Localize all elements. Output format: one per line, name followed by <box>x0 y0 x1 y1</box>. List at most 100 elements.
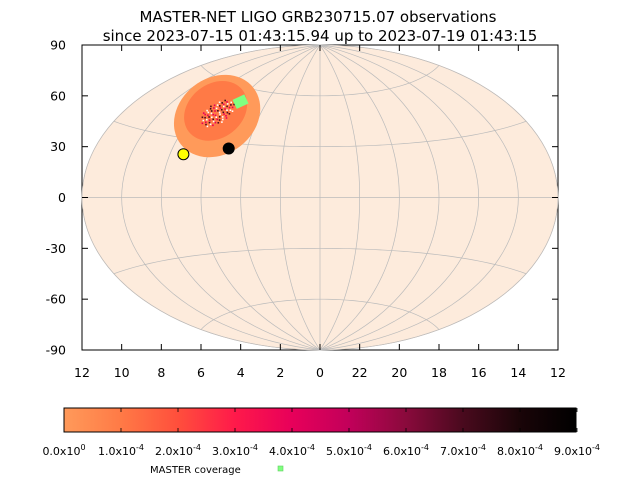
y-tick-label: 90 <box>50 38 66 53</box>
region-core-pixel <box>210 110 213 112</box>
x-tick-label: 18 <box>431 365 447 380</box>
region-core-pixel <box>214 114 217 117</box>
region-core-pixel <box>216 118 218 121</box>
region-core-pixel <box>213 104 216 107</box>
y-tick-label: 0 <box>58 190 66 205</box>
region-core-pixel <box>210 112 213 115</box>
region-core-pixel <box>221 121 223 123</box>
x-tick-label: 16 <box>471 365 487 380</box>
legend-label: MASTER coverage <box>150 465 241 476</box>
x-tick-label: 2 <box>276 365 284 380</box>
legend-swatch <box>277 465 284 472</box>
meridian-line <box>319 44 480 351</box>
region-core-pixel <box>204 113 206 116</box>
colorbar-tick-label: 1.0x10-4 <box>98 443 144 458</box>
region-core-pixel <box>204 116 206 119</box>
region-core-pixel <box>212 124 214 127</box>
region-core-pixel <box>226 109 228 111</box>
probability-region <box>173 74 261 158</box>
region-core-pixel <box>212 113 214 116</box>
colorbar-tick-label: 7.0x10-4 <box>440 443 486 458</box>
black-marker <box>222 142 235 155</box>
y-tick-label: 30 <box>50 139 66 154</box>
region-core-pixel <box>209 108 212 110</box>
region-core-pixel <box>206 118 208 121</box>
region-core-pixel <box>219 107 222 109</box>
meridian-line <box>121 44 321 351</box>
region-core-pixel <box>226 103 229 105</box>
region-core-pixel <box>226 111 229 114</box>
region-core-pixel <box>216 104 219 106</box>
region-core-pixel <box>230 101 232 104</box>
region-core-pixel <box>223 113 225 115</box>
region-core-pixel <box>215 107 218 110</box>
marker-layer <box>177 142 235 161</box>
region-core-pixel <box>208 121 211 124</box>
region-core-pixel <box>207 114 209 117</box>
region-core-pixel <box>229 109 232 111</box>
region-core-pixel <box>208 119 211 121</box>
meridian-line <box>240 44 321 351</box>
region-core-pixel <box>233 103 235 106</box>
x-tick-label: 22 <box>352 365 368 380</box>
region-core-pixel <box>218 111 221 114</box>
region-core-pixel <box>205 123 207 126</box>
region-core-pixel <box>206 109 208 112</box>
x-axis-ticks: 12 10 8 6 4 2 0 22 20 18 16 14 12 <box>74 45 566 380</box>
colorbar-tick-labels: 0.0x100 1.0x10-4 2.0x10-4 3.0x10-4 4.0x10-4 5… <box>42 443 600 458</box>
colorbar-tick-label: 9.0x10-4 <box>554 443 600 458</box>
colorbar-gradient <box>63 407 577 433</box>
region-core-pixel <box>221 116 224 118</box>
region-core-pixel <box>224 108 226 110</box>
x-tick-label: 4 <box>237 365 245 380</box>
x-tick-label: 20 <box>391 365 407 380</box>
meridian-line <box>279 44 321 351</box>
region-core-pixel <box>212 118 214 121</box>
region-core-pixel <box>228 113 231 115</box>
region-core-pixel <box>215 116 218 118</box>
region-core-pixel <box>228 106 231 109</box>
region-core-pixel <box>205 121 207 124</box>
region-core-pixel <box>230 104 232 106</box>
x-tick-label: 12 <box>550 365 566 380</box>
region-core-pixel <box>207 111 210 114</box>
region-core-pixel <box>202 112 205 114</box>
x-tick-label: 8 <box>157 365 165 380</box>
region-core-pixel <box>217 110 219 112</box>
region-core-pixel <box>214 121 217 124</box>
region-core-pixel <box>208 116 210 118</box>
region-core-pixel <box>218 101 221 104</box>
colorbar-tick-label: 8.0x10-4 <box>497 443 543 458</box>
region-core-pixel <box>221 102 223 104</box>
region-core-pixel <box>222 118 224 121</box>
region-core-pixel <box>218 116 221 118</box>
colorbar-tick-label: 2.0x10-4 <box>155 443 201 458</box>
region-core-pixel <box>224 99 226 102</box>
x-tick-label: 10 <box>114 365 130 380</box>
region-core-pixel <box>219 105 221 107</box>
colorbar-tick-label: 4.0x10-4 <box>269 443 315 458</box>
meridian-line <box>319 44 361 351</box>
region-core-pixel <box>202 119 205 122</box>
colorbar-tick-label: 6.0x10-4 <box>383 443 429 458</box>
region-core-pixel <box>218 119 221 121</box>
x-tick-label: 6 <box>197 365 205 380</box>
region-core-pixel <box>211 116 213 119</box>
colorbar-tick-label: 3.0x10-4 <box>212 443 258 458</box>
y-axis-ticks: 90 60 30 0 -30 -60 -90 <box>46 38 558 358</box>
region-core-pixel <box>219 113 221 116</box>
region-core-pixel <box>201 116 204 119</box>
colorbar <box>63 407 578 433</box>
x-tick-label: 0 <box>316 365 324 380</box>
region-core-pixel <box>222 103 225 106</box>
meridian-line <box>319 44 519 351</box>
region-core-pixel <box>212 120 215 123</box>
region-core-pixel <box>226 101 228 103</box>
coverage-patch <box>232 94 249 109</box>
region-core-pixel <box>213 107 215 109</box>
chart-title-line2: since 2023-07-15 01:43:15.94 up to 2023-… <box>103 27 538 45</box>
region-core-pixel <box>206 125 209 128</box>
region-core-pixel <box>214 110 216 112</box>
y-tick-label: -90 <box>46 343 66 358</box>
